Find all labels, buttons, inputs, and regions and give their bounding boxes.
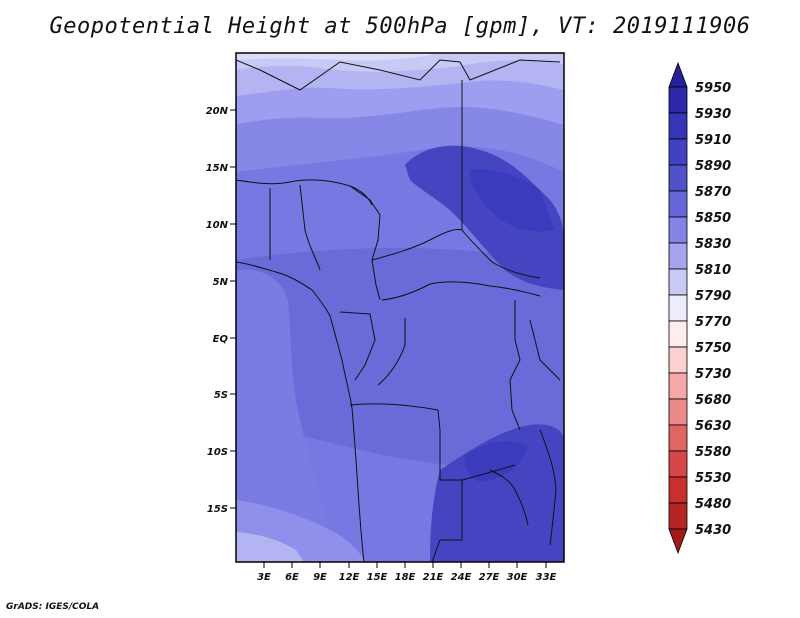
field-high-core: [469, 169, 555, 232]
lon-tick-label: 21E: [423, 572, 444, 583]
colorbar-level-label: 5850: [695, 211, 731, 226]
lon-tick-label: 12E: [339, 572, 360, 583]
colorbar-level-label: 5480: [695, 497, 731, 512]
lat-tick-label: EQ: [213, 334, 229, 345]
lon-tick-label: 24E: [451, 572, 472, 583]
colorbar: [668, 61, 688, 555]
colorbar-level-label: 5930: [695, 107, 731, 122]
lon-tick-label: 18E: [395, 572, 416, 583]
colorbar-level-label: 5750: [695, 341, 731, 356]
colorbar-bottom-triangle: [668, 528, 688, 555]
colorbar-segment: [668, 320, 688, 348]
field-high-southeast-core: [464, 441, 528, 482]
grads-credit: GrADS: IGES/COLA: [6, 602, 100, 612]
colorbar-segment: [668, 86, 688, 114]
colorbar-level-label: 5680: [695, 393, 731, 408]
colorbar-level-label: 5810: [695, 263, 731, 278]
lon-tick-label: 27E: [479, 572, 500, 583]
lat-tick-label: 15N: [206, 163, 229, 174]
colorbar-segment: [668, 242, 688, 270]
lat-tick-label: 10S: [207, 447, 228, 458]
lon-tick-label: 15E: [367, 572, 388, 583]
colorbar-segment: [668, 216, 688, 244]
colorbar-level-label: 5430: [695, 523, 731, 538]
colorbar-segment: [668, 398, 688, 426]
colorbar-level-label: 5770: [695, 315, 731, 330]
colorbar-level-label: 5890: [695, 159, 731, 174]
lat-tick-label: 15S: [207, 504, 228, 515]
colorbar-labels: 5950 5930 5910 5890 5870 5850 5830 5810 5790 5770…: [695, 81, 731, 538]
colorbar-segment: [668, 190, 688, 218]
colorbar-segment: [668, 268, 688, 296]
height-field: [236, 53, 564, 562]
colorbar-segment: [668, 450, 688, 478]
colorbar-level-label: 5630: [695, 419, 731, 434]
lon-tick-label: 30E: [507, 572, 528, 583]
lon-axis: 3E 6E 9E 12E 15E 18E 21E 24E 27E 30E 33E: [257, 562, 557, 583]
field-ocean-tongue: [236, 269, 340, 562]
colorbar-level-label: 5950: [695, 81, 731, 96]
colorbar-segment: [668, 164, 688, 192]
map-frame: [235, 52, 565, 563]
colorbar-level-label: 5730: [695, 367, 731, 382]
colorbar-segment: [668, 424, 688, 452]
field-band-5770: [236, 53, 440, 61]
field-band-5870: [236, 248, 564, 470]
colorbar-segment: [668, 112, 688, 140]
colorbar-level-label: 5530: [695, 471, 731, 486]
colorbar-level-label: 5830: [695, 237, 731, 252]
colorbar-level-label: 5910: [695, 133, 731, 148]
field-high-southeast: [430, 424, 564, 562]
lat-tick-label: 20N: [206, 106, 229, 117]
colorbar-segment: [668, 372, 688, 400]
colorbar-segment: [668, 502, 688, 530]
lon-tick-label: 3E: [257, 572, 271, 583]
lat-axis: 20N 15N 10N 5N EQ 5S 10S 15S: [206, 106, 236, 515]
colorbar-level-label: 5790: [695, 289, 731, 304]
lon-tick-label: 9E: [313, 572, 327, 583]
field-band-south-5830: [236, 532, 304, 562]
colorbar-level-label: 5870: [695, 185, 731, 200]
lat-tick-label: 10N: [206, 220, 229, 231]
colorbar-top-triangle: [668, 61, 688, 88]
lat-tick-label: 5N: [213, 277, 229, 288]
colorbar-segment: [668, 476, 688, 504]
lat-tick-label: 5S: [214, 390, 228, 401]
lon-tick-label: 33E: [536, 572, 557, 583]
country-borders: [236, 59, 561, 562]
colorbar-segment: [668, 294, 688, 322]
chart-title: Geopotential Height at 500hPa [gpm], VT:…: [49, 14, 751, 39]
colorbar-level-label: 5580: [695, 445, 731, 460]
lon-tick-label: 6E: [285, 572, 299, 583]
colorbar-segment: [668, 346, 688, 374]
colorbar-segment: [668, 138, 688, 166]
